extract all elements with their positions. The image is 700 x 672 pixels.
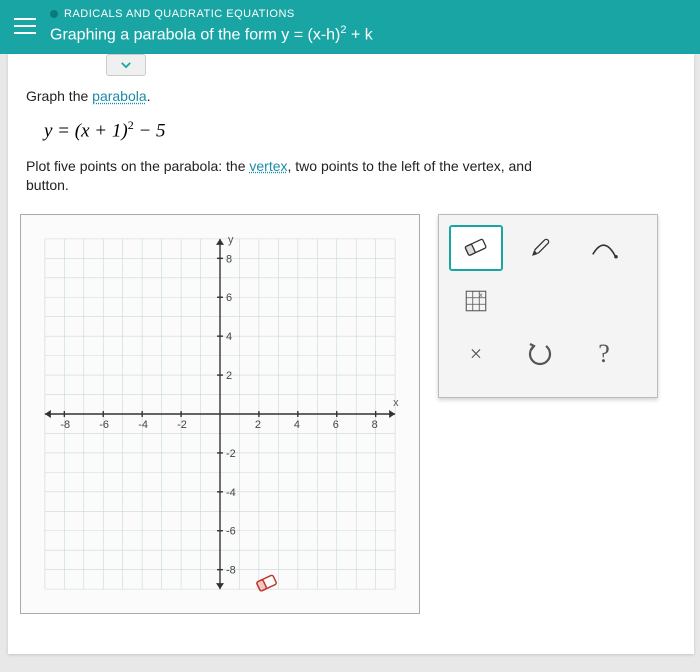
grid-icon: x bbox=[463, 288, 489, 314]
instruction-text: Plot five points on the parabola: the ve… bbox=[8, 157, 694, 208]
tool-panel: x × ? bbox=[438, 214, 658, 398]
svg-text:8: 8 bbox=[372, 419, 378, 431]
breadcrumb-dot-icon bbox=[50, 10, 58, 18]
curve-tool[interactable] bbox=[577, 225, 631, 271]
pen-tool[interactable] bbox=[513, 225, 567, 271]
svg-text:x: x bbox=[393, 397, 399, 409]
curve-icon bbox=[588, 232, 620, 264]
svg-text:-6: -6 bbox=[226, 526, 236, 538]
svg-text:4: 4 bbox=[226, 331, 232, 343]
svg-text:-4: -4 bbox=[138, 419, 148, 431]
header-text: RADICALS AND QUADRATIC EQUATIONS Graphin… bbox=[50, 8, 700, 44]
svg-text:-2: -2 bbox=[177, 419, 187, 431]
breadcrumb-label: RADICALS AND QUADRATIC EQUATIONS bbox=[64, 8, 295, 20]
equation: y = (x + 1)2 − 5 bbox=[8, 104, 694, 156]
svg-text:4: 4 bbox=[294, 419, 300, 431]
svg-text:-4: -4 bbox=[226, 487, 236, 499]
prompt-line: Graph the parabola. bbox=[8, 82, 694, 104]
pen-icon bbox=[524, 232, 556, 264]
menu-button[interactable] bbox=[0, 18, 50, 34]
svg-text:-2: -2 bbox=[226, 448, 236, 460]
graph-canvas[interactable]: -8 -6 -4 -2 2 4 6 8 -8 -6 -4 -2 2 4 6 8 x y bbox=[20, 214, 420, 614]
svg-text:-8: -8 bbox=[60, 419, 70, 431]
undo-icon bbox=[524, 338, 556, 370]
help-tool[interactable]: ? bbox=[577, 331, 631, 377]
vertex-link[interactable]: vertex bbox=[249, 158, 287, 174]
coordinate-grid: -8 -6 -4 -2 2 4 6 8 -8 -6 -4 -2 2 4 6 8 x y bbox=[21, 215, 419, 613]
eraser-cursor-icon bbox=[252, 572, 282, 601]
svg-text:6: 6 bbox=[333, 419, 339, 431]
svg-text:8: 8 bbox=[226, 253, 232, 265]
svg-text:2: 2 bbox=[255, 419, 261, 431]
chevron-down-icon bbox=[119, 58, 133, 72]
lesson-title: Graphing a parabola of the form y = (x-h… bbox=[50, 24, 700, 44]
eraser-tool[interactable] bbox=[449, 225, 503, 271]
undo-tool[interactable] bbox=[513, 331, 567, 377]
svg-text:6: 6 bbox=[226, 292, 232, 304]
close-tool[interactable]: × bbox=[449, 331, 503, 377]
close-icon: × bbox=[470, 341, 482, 367]
svg-text:-6: -6 bbox=[99, 419, 109, 431]
help-icon: ? bbox=[598, 339, 610, 369]
parabola-link[interactable]: parabola bbox=[92, 88, 147, 104]
svg-text:2: 2 bbox=[226, 370, 232, 382]
svg-text:-8: -8 bbox=[226, 564, 236, 576]
eraser-icon bbox=[460, 232, 492, 264]
grid-snap-tool[interactable]: x bbox=[449, 281, 503, 321]
breadcrumb: RADICALS AND QUADRATIC EQUATIONS bbox=[50, 8, 700, 20]
svg-text:y: y bbox=[228, 234, 234, 246]
expand-dropdown[interactable] bbox=[106, 54, 146, 76]
